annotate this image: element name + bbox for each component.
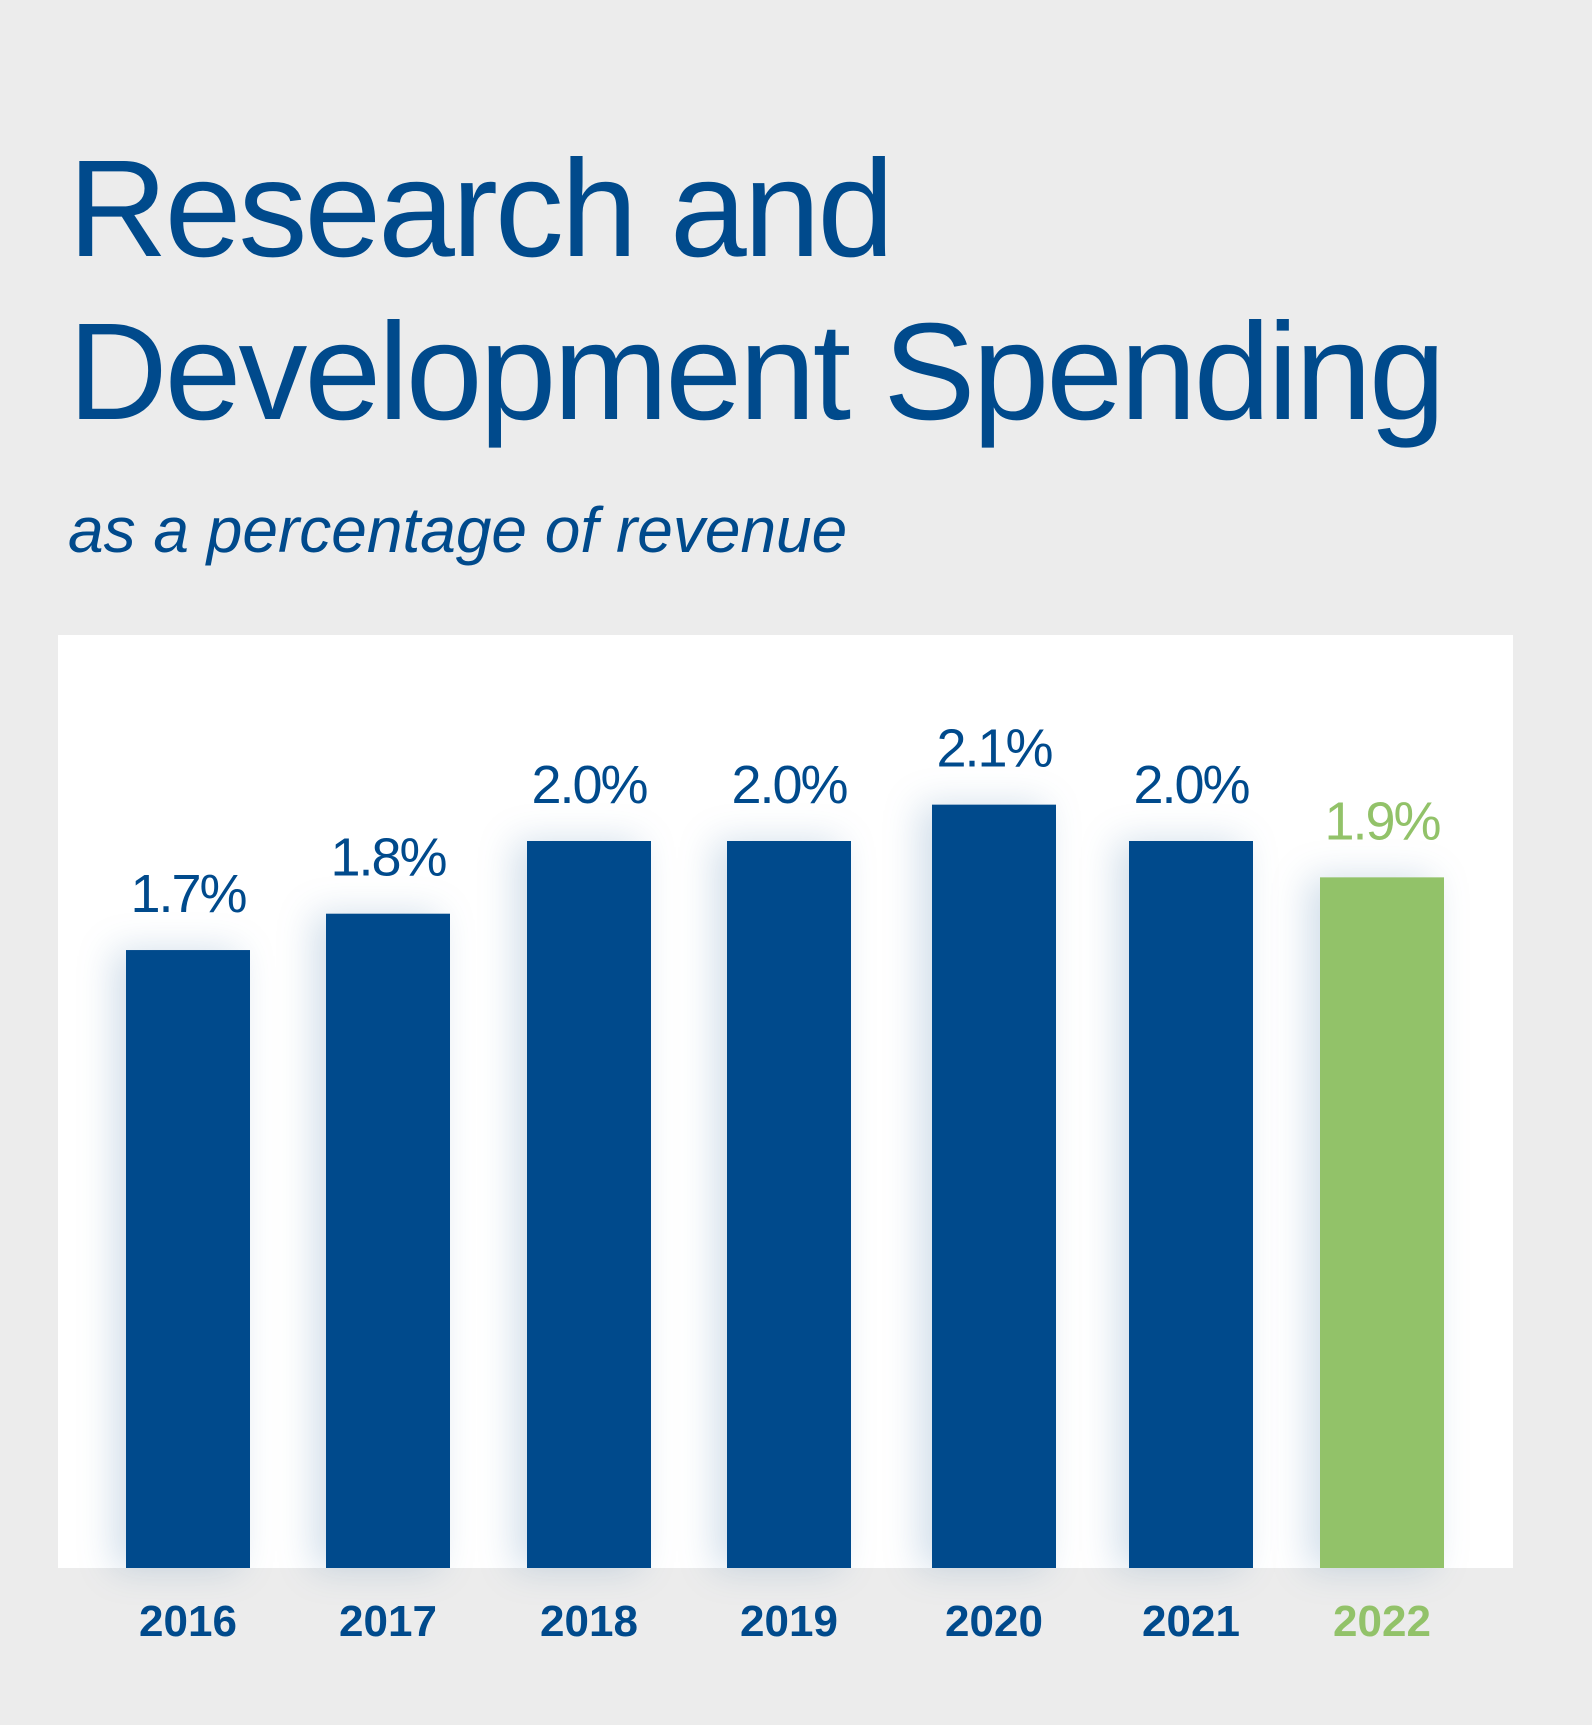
- x-tick-label: 2016: [139, 1597, 237, 1646]
- x-tick-label: 2018: [540, 1597, 638, 1646]
- x-tick-label: 2020: [945, 1597, 1043, 1646]
- bar: [126, 950, 250, 1568]
- value-label: 1.9%: [1324, 791, 1440, 851]
- bar: [326, 913, 450, 1568]
- x-tick-label: 2017: [339, 1597, 437, 1646]
- value-label: 2.0%: [1133, 755, 1249, 815]
- bar: [527, 841, 651, 1568]
- bar: [1129, 841, 1253, 1568]
- bar: [932, 804, 1056, 1568]
- value-label: 1.8%: [330, 828, 446, 888]
- chart-subtitle: as a percentage of revenue: [68, 494, 848, 566]
- x-tick-label: 2019: [740, 1597, 838, 1646]
- chart-title: Research and Development Spending: [68, 132, 1446, 449]
- bar: [727, 841, 851, 1568]
- x-tick-label: 2022: [1333, 1597, 1431, 1646]
- value-label: 2.0%: [731, 755, 847, 815]
- value-label: 2.1%: [936, 719, 1052, 779]
- x-tick-label: 2021: [1142, 1597, 1240, 1646]
- value-label: 1.7%: [130, 864, 246, 924]
- bar: [1320, 877, 1444, 1568]
- value-label: 2.0%: [531, 755, 647, 815]
